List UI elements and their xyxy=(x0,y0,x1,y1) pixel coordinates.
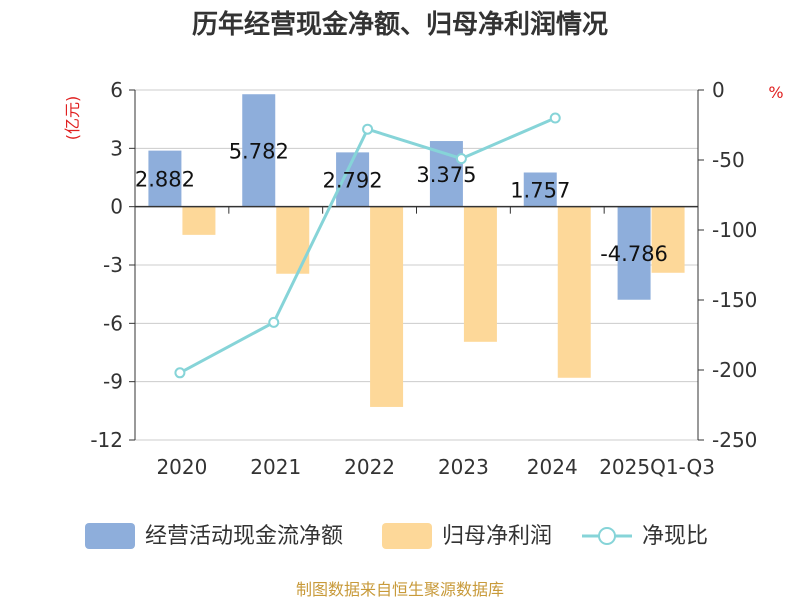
legend-swatch xyxy=(382,523,432,549)
left-tick-label: 0 xyxy=(110,195,123,219)
bar-profit xyxy=(370,206,404,407)
line-point xyxy=(362,123,374,135)
left-tick-label: -9 xyxy=(103,370,123,394)
bar-profit xyxy=(557,206,591,378)
x-tick-label: 2024 xyxy=(527,455,578,479)
x-tick-label: 2021 xyxy=(250,455,301,479)
line-point xyxy=(268,316,280,328)
chart-title: 历年经营现金净额、归母净利润情况 xyxy=(192,9,608,40)
data-label: 5.782 xyxy=(229,139,289,163)
bar-marks xyxy=(148,94,685,407)
legend-swatch xyxy=(85,523,135,549)
axes: 6 3 0 -3 -6 -9 -12 0 -50 -100 -150 -200 -250 2020 2021… xyxy=(90,78,757,479)
right-tick-label: -100 xyxy=(712,218,757,242)
left-tick-label: -3 xyxy=(103,253,123,277)
left-tick-label: -12 xyxy=(90,428,123,452)
legend-label: 净现比 xyxy=(642,524,708,549)
bar-cashflow xyxy=(617,206,651,300)
line-point xyxy=(549,112,561,124)
left-axis-unit: (亿元) xyxy=(63,96,82,141)
source-note: 制图数据来自恒生聚源数据库 xyxy=(296,580,504,599)
bar-cashflow xyxy=(242,94,276,207)
legend-label: 归母净利润 xyxy=(442,524,552,549)
legend-line-marker xyxy=(598,527,616,545)
right-tick-label: -150 xyxy=(712,288,757,312)
bar-profit xyxy=(276,206,310,274)
data-label: 3.375 xyxy=(416,163,476,187)
data-label: 2.792 xyxy=(323,169,383,193)
right-tick-label: -200 xyxy=(712,358,757,382)
bar-profit xyxy=(651,206,685,273)
bar-profit xyxy=(463,206,497,342)
line-point xyxy=(174,367,186,379)
data-label: -4.786 xyxy=(600,242,668,266)
right-tick-label: -50 xyxy=(712,148,745,172)
legend: 经营活动现金流净额 归母净利润 净现比 xyxy=(85,523,708,549)
left-tick-label: 3 xyxy=(110,136,123,160)
x-tick-label: 2025Q1-Q3 xyxy=(599,455,715,479)
data-labels: 2.882 5.782 2.792 3.375 1.757 -4.786 xyxy=(135,139,668,266)
x-tick-label: 2020 xyxy=(156,455,207,479)
legend-label: 经营活动现金流净额 xyxy=(145,524,343,549)
data-label: 2.882 xyxy=(135,168,195,192)
line-point xyxy=(455,153,467,165)
right-tick-label: -250 xyxy=(712,428,757,452)
right-tick-label: 0 xyxy=(712,78,725,102)
bar-cashflow xyxy=(523,172,557,207)
left-tick-label: -6 xyxy=(103,311,123,335)
right-axis-unit: % xyxy=(768,83,783,102)
x-tick-label: 2023 xyxy=(438,455,489,479)
data-label: 1.757 xyxy=(510,179,570,203)
x-tick-label: 2022 xyxy=(344,455,395,479)
line-series xyxy=(174,112,561,379)
bar-profit xyxy=(182,206,216,235)
bar-cashflow xyxy=(148,150,182,207)
left-tick-label: 6 xyxy=(110,78,123,102)
